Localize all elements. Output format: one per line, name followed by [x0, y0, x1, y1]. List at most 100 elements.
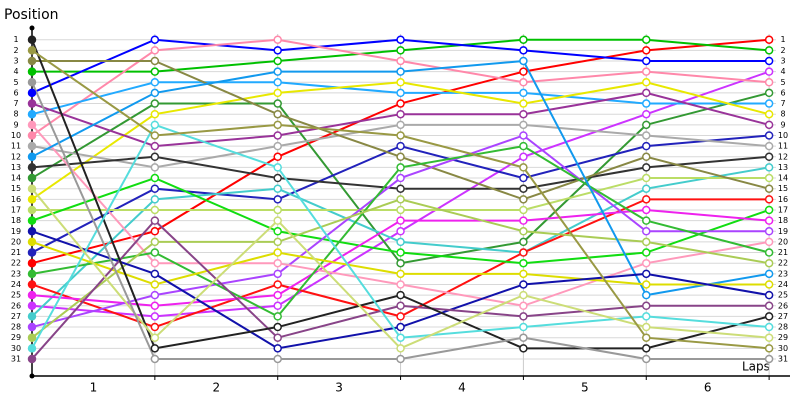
point	[520, 111, 527, 118]
point	[151, 47, 158, 54]
point	[766, 143, 773, 150]
axis-dot	[30, 26, 35, 31]
point	[766, 57, 773, 64]
point	[274, 206, 281, 213]
point	[397, 249, 404, 256]
x-tick-label: 4	[458, 381, 466, 395]
point	[151, 334, 158, 341]
y-tick-label-right: 14	[778, 174, 788, 183]
point	[274, 292, 281, 299]
point	[29, 302, 36, 309]
point	[766, 79, 773, 86]
point	[643, 206, 650, 213]
point	[274, 175, 281, 182]
point	[29, 270, 36, 277]
point	[151, 111, 158, 118]
point	[29, 355, 36, 362]
y-tick-label-right: 18	[778, 216, 788, 225]
point	[274, 79, 281, 86]
point	[643, 334, 650, 341]
point	[151, 292, 158, 299]
y-tick-label: 18	[11, 216, 21, 225]
point	[766, 89, 773, 96]
y-tick-label: 14	[11, 174, 21, 183]
point	[643, 132, 650, 139]
point	[151, 281, 158, 288]
point	[643, 238, 650, 245]
point	[766, 217, 773, 224]
y-tick-label-right: 1	[780, 35, 785, 44]
point	[520, 89, 527, 96]
point	[520, 121, 527, 128]
point	[274, 185, 281, 192]
point	[643, 79, 650, 86]
point	[151, 132, 158, 139]
point	[274, 121, 281, 128]
point	[151, 249, 158, 256]
point	[151, 89, 158, 96]
point	[151, 228, 158, 235]
point	[397, 334, 404, 341]
y-tick-label: 19	[11, 227, 21, 236]
y-tick-label: 23	[11, 269, 21, 278]
y-tick-label-right: 17	[778, 205, 788, 214]
point	[766, 100, 773, 107]
point	[766, 47, 773, 54]
point	[766, 111, 773, 118]
point	[520, 132, 527, 139]
point	[520, 79, 527, 86]
y-tick-label-right: 31	[778, 354, 788, 363]
point	[29, 345, 36, 352]
point	[520, 334, 527, 341]
point	[274, 313, 281, 320]
point	[520, 281, 527, 288]
y-tick-label-right: 8	[780, 110, 785, 119]
point	[766, 260, 773, 267]
point	[643, 249, 650, 256]
point	[643, 121, 650, 128]
point	[643, 228, 650, 235]
y-tick-label-right: 23	[778, 269, 788, 278]
y-tick-label-right: 21	[778, 248, 788, 257]
point	[274, 260, 281, 267]
point	[29, 260, 36, 267]
point	[29, 313, 36, 320]
point	[29, 164, 36, 171]
point	[397, 132, 404, 139]
point	[520, 228, 527, 235]
point	[29, 185, 36, 192]
y-tick-label-right: 30	[778, 344, 788, 353]
point	[520, 164, 527, 171]
point	[766, 324, 773, 331]
x-tick-label: 3	[335, 381, 343, 395]
y-tick-label: 5	[13, 78, 18, 87]
point	[520, 175, 527, 182]
y-tick-label: 20	[11, 237, 21, 246]
point	[29, 281, 36, 288]
y-tick-label: 24	[11, 280, 21, 289]
point	[643, 324, 650, 331]
y-tick-label-right: 29	[778, 333, 788, 342]
y-tick-label: 10	[11, 131, 21, 140]
y-tick-label-right: 16	[778, 195, 788, 204]
point	[29, 334, 36, 341]
point	[520, 206, 527, 213]
y-tick-label: 3	[13, 56, 18, 65]
point	[29, 47, 36, 54]
point	[397, 281, 404, 288]
point	[397, 68, 404, 75]
point	[520, 143, 527, 150]
point	[274, 68, 281, 75]
y-tick-label: 30	[11, 344, 21, 353]
point	[29, 111, 36, 118]
point	[151, 175, 158, 182]
y-axis-label: Position	[4, 7, 59, 23]
y-tick-label-right: 13	[778, 163, 788, 172]
y-tick-label-right: 20	[778, 237, 788, 246]
y-tick-label: 15	[11, 184, 21, 193]
point	[274, 217, 281, 224]
point	[151, 79, 158, 86]
point	[397, 175, 404, 182]
y-tick-label-right: 5	[780, 78, 785, 87]
